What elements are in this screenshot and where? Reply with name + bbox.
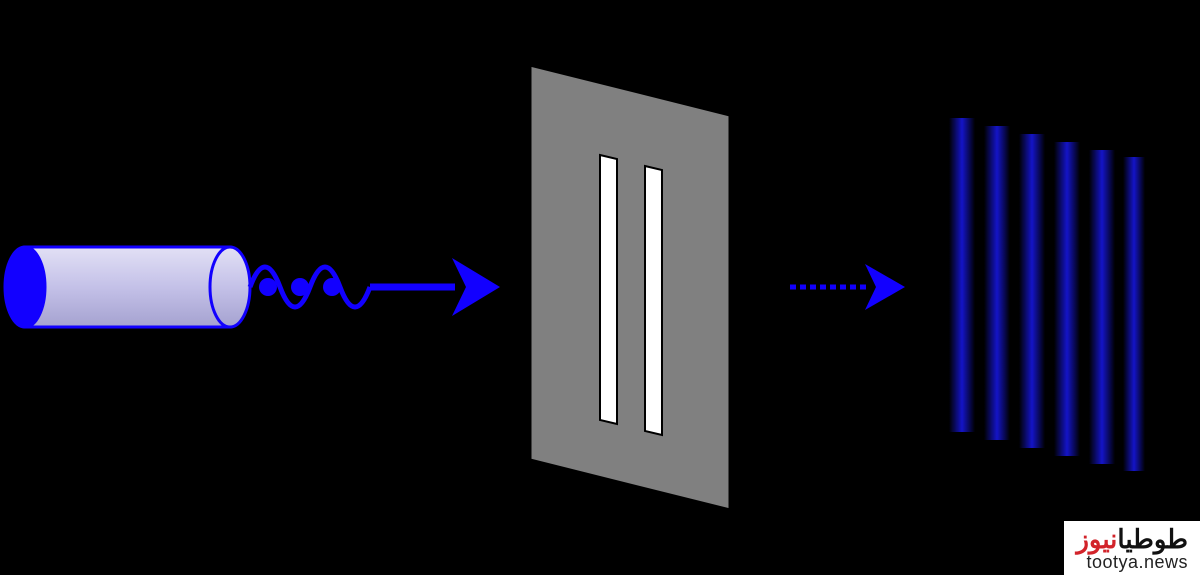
wave-particle — [323, 278, 341, 296]
source-cap — [5, 247, 45, 327]
interference-fringe — [1089, 150, 1115, 464]
interference-fringe — [1019, 134, 1045, 448]
watermark-brand-b: نیوز — [1076, 524, 1117, 554]
wave-particle — [291, 278, 309, 296]
watermark-brand-a: طوطیا — [1117, 524, 1188, 554]
watermark: طوطیانیوز tootya.news — [1064, 521, 1200, 575]
barrier — [530, 65, 730, 510]
wave-particle — [259, 278, 277, 296]
slit — [645, 166, 662, 435]
interference-fringe — [1054, 142, 1080, 456]
watermark-url: tootya.news — [1076, 553, 1188, 573]
source-body — [25, 247, 230, 327]
interference-fringe — [949, 118, 975, 432]
source-end — [210, 247, 250, 327]
interference-fringe — [1123, 157, 1145, 471]
slit — [600, 155, 617, 424]
interference-fringe — [984, 126, 1010, 440]
double-slit-diagram — [0, 0, 1200, 575]
